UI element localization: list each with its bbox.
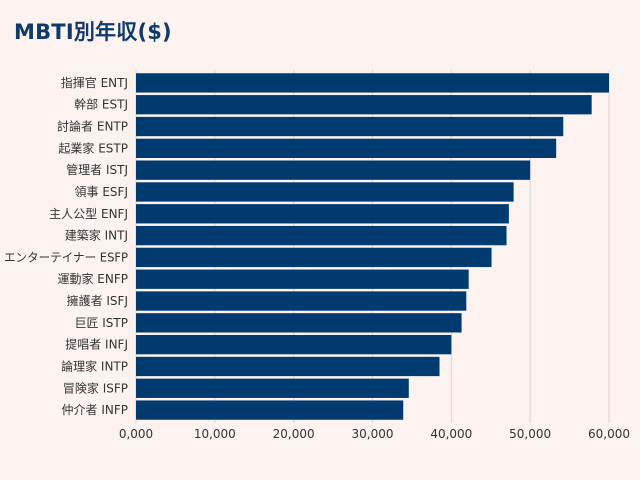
category-label: 冒険家 ISFP xyxy=(63,380,128,395)
x-tick-labels: 0,000 10,000 20,000 30,000 40,000 50,000 60,00… xyxy=(119,427,630,441)
category-label: 指揮官 ENTJ xyxy=(61,75,128,90)
chart-title: MBTI別年収($) xyxy=(14,20,172,44)
bar xyxy=(136,269,469,289)
category-label: 擁護者 ISFJ xyxy=(67,293,128,308)
x-tick-label: 20,000 xyxy=(273,427,315,441)
x-tick-label: 0,000 xyxy=(119,427,153,441)
category-label: 管理者 ISTJ xyxy=(66,162,128,177)
x-tick-label: 30,000 xyxy=(352,427,394,441)
bar xyxy=(136,400,404,420)
category-label: 仲介者 INFP xyxy=(62,403,128,417)
category-label: エンターテイナー ESFP xyxy=(4,250,128,264)
bar xyxy=(136,378,409,398)
category-label: 建築家 INTJ xyxy=(65,228,128,243)
bar xyxy=(136,335,452,355)
bar xyxy=(136,313,462,333)
category-label: 巨匠 ISTP xyxy=(74,316,128,330)
bar xyxy=(136,204,509,224)
category-label: 起業家 ESTP xyxy=(58,140,128,155)
x-tick-label: 50,000 xyxy=(509,427,551,441)
x-tick-label: 40,000 xyxy=(430,427,472,441)
bar xyxy=(136,138,557,158)
bar xyxy=(136,356,440,377)
bar xyxy=(136,291,467,311)
category-labels: 指揮官 ENTJ 幹部 ESTJ 討論者 ENTP 起業家 ESTP 管理者 ISTJ 領… xyxy=(4,75,128,417)
category-label: 幹部 ESTJ xyxy=(74,97,128,112)
category-label: 主人公型 ENFJ xyxy=(49,207,128,221)
category-label: 運動家 ENFP xyxy=(57,271,128,286)
bar xyxy=(136,95,592,115)
category-label: 領事 ESFJ xyxy=(75,184,128,199)
bar xyxy=(136,182,514,202)
bar xyxy=(136,116,564,137)
category-label: 提唱者 INFJ xyxy=(65,337,128,352)
category-label: 論理家 INTP xyxy=(61,358,128,373)
x-tick-label: 10,000 xyxy=(194,427,236,441)
bar xyxy=(136,160,531,180)
x-tick-label: 60,000 xyxy=(588,427,630,441)
category-label: 討論者 ENTP xyxy=(57,119,128,134)
bars xyxy=(136,73,609,420)
bar xyxy=(136,225,507,246)
bar xyxy=(136,247,492,268)
bar xyxy=(136,73,609,93)
